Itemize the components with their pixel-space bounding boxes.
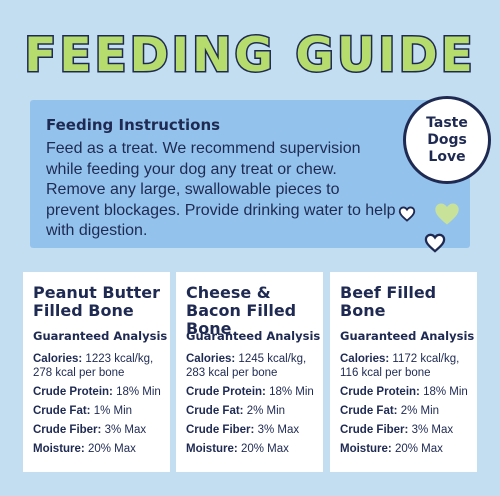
- badge-line-3: Love: [428, 148, 466, 165]
- calories-row: Calories: 1223 kcal/kg, 278 kcal per bon…: [33, 353, 154, 379]
- calories-row: Calories: 1172 kcal/kg, 116 kcal per bon…: [340, 353, 460, 379]
- card-title: Beef Filled Bone: [340, 283, 437, 320]
- calories-row: Calories: 1245 kcal/kg, 283 kcal per bon…: [186, 353, 307, 379]
- fat-row: Crude Fat: 2% Min: [340, 405, 440, 417]
- badge-line-2: Dogs: [427, 131, 467, 148]
- instructions-text: Feed as a treat. We recommend supervisio…: [46, 140, 396, 240]
- protein-row: Crude Protein: 18% Min: [340, 386, 468, 398]
- fiber-row: Crude Fiber: 3% Max: [33, 424, 147, 436]
- fiber-row: Crude Fiber: 3% Max: [186, 424, 300, 436]
- protein-row: Crude Protein: 18% Min: [33, 386, 161, 398]
- product-card-beef: Beef Filled Bone Guaranteed Analysis Cal…: [330, 272, 477, 472]
- page-title: FEEDING GUIDE: [23, 27, 476, 85]
- card-title: Cheese & Bacon Filled Bone: [186, 283, 297, 338]
- instructions-heading: Feeding Instructions: [46, 116, 221, 134]
- moisture-row: Moisture: 20% Max: [340, 443, 443, 455]
- badge-line-1: Taste: [426, 114, 468, 131]
- white-heart-icon: [424, 233, 446, 253]
- product-card-peanut-butter: Peanut Butter Filled Bone Guaranteed Ana…: [23, 272, 170, 472]
- guaranteed-analysis-label: Guaranteed Analysis: [340, 329, 475, 343]
- card-title: Peanut Butter Filled Bone: [33, 283, 160, 320]
- moisture-row: Moisture: 20% Max: [33, 443, 136, 455]
- moisture-row: Moisture: 20% Max: [186, 443, 289, 455]
- protein-row: Crude Protein: 18% Min: [186, 386, 314, 398]
- fat-row: Crude Fat: 1% Min: [33, 405, 133, 417]
- guaranteed-analysis-label: Guaranteed Analysis: [186, 329, 321, 343]
- fat-row: Crude Fat: 2% Min: [186, 405, 286, 417]
- green-heart-icon: [435, 203, 459, 225]
- instructions-panel: [30, 100, 470, 248]
- small-heart-icon: [398, 206, 416, 222]
- guaranteed-analysis-label: Guaranteed Analysis: [33, 329, 168, 343]
- taste-badge: Taste Dogs Love: [403, 96, 491, 184]
- fiber-row: Crude Fiber: 3% Max: [340, 424, 454, 436]
- product-card-cheese-bacon: Cheese & Bacon Filled Bone Guaranteed An…: [176, 272, 323, 472]
